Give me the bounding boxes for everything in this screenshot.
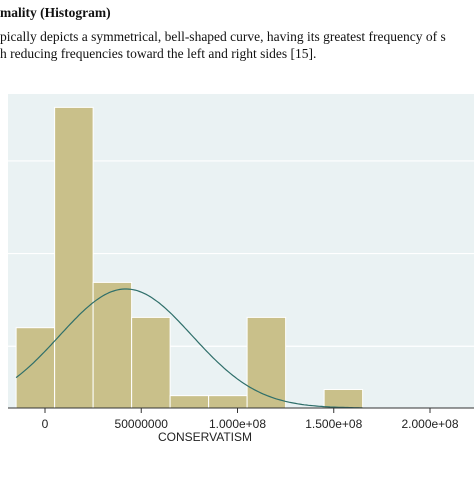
histogram-bar bbox=[92, 281, 133, 409]
paragraph-line-1: pically depicts a symmetrical, bell-shap… bbox=[0, 29, 446, 44]
x-tick-label: 1.500e+08 bbox=[305, 417, 362, 431]
normal-density-curve bbox=[15, 288, 363, 409]
section-heading: mality (Histogram) bbox=[0, 5, 111, 20]
x-tick-label: 2.000e+08 bbox=[401, 417, 458, 431]
histogram-chart: 0 50000000 1.000e+08 1.500e+08 2.000e+08 CON… bbox=[0, 90, 474, 474]
histogram-bar bbox=[169, 395, 210, 409]
x-tick-label: 0 bbox=[42, 417, 49, 431]
histogram-bar bbox=[208, 395, 248, 409]
histogram-bar bbox=[15, 327, 56, 409]
x-axis-ticks: 0 50000000 1.000e+08 1.500e+08 2.000e+08 bbox=[42, 408, 459, 431]
histogram-bar bbox=[131, 316, 171, 409]
histogram-bar bbox=[54, 106, 94, 409]
histogram-bar bbox=[323, 388, 364, 409]
x-axis-label: CONSERVATISM bbox=[158, 430, 252, 444]
x-tick-label: 1.000e+08 bbox=[209, 417, 266, 431]
histogram-bar bbox=[246, 316, 287, 409]
histogram-figure: 0 50000000 1.000e+08 1.500e+08 2.000e+08 CON… bbox=[0, 90, 474, 474]
x-tick-label: 50000000 bbox=[115, 417, 169, 431]
histogram-bars bbox=[15, 106, 364, 409]
paragraph-line-2: h reducing frequencies toward the left a… bbox=[0, 46, 317, 61]
